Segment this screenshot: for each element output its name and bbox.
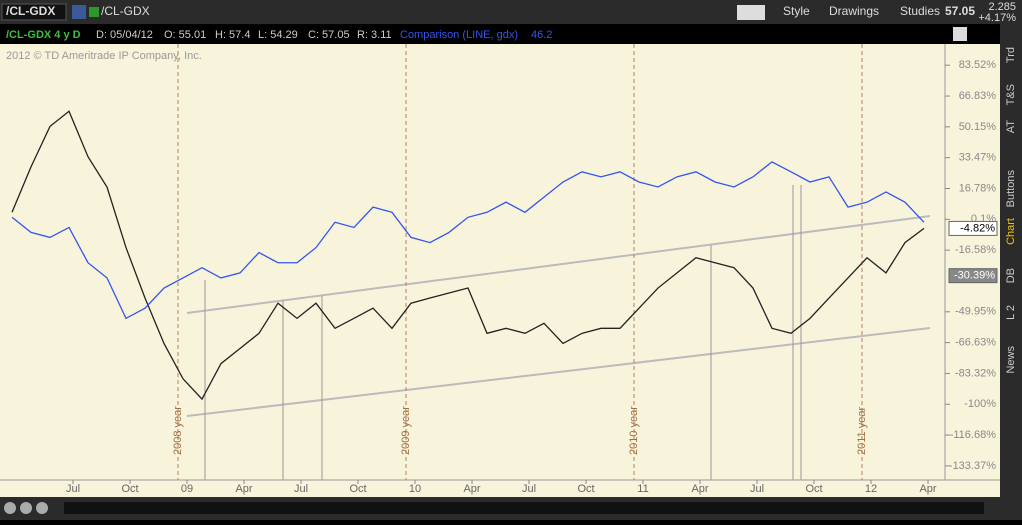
- plot-area: [0, 44, 1000, 497]
- info-date: D: 05/04/12: [96, 29, 153, 41]
- side-tab[interactable]: T&S: [1005, 84, 1017, 105]
- settings-icon[interactable]: [953, 27, 967, 41]
- year-marker-label: 2008 year: [172, 406, 184, 455]
- x-tick-label: 10: [409, 483, 421, 495]
- x-tick-label: Jul: [750, 483, 764, 495]
- style-button[interactable]: Style: [783, 4, 810, 18]
- series-line: [11, 110, 925, 401]
- d-button[interactable]: [737, 5, 765, 20]
- price-bubble-label: -30.39%: [954, 270, 995, 282]
- scroll-track[interactable]: [64, 502, 984, 514]
- info-comparison: Comparison (LINE, gdx): [400, 29, 518, 41]
- side-tab[interactable]: Trd: [1005, 47, 1017, 63]
- symbol-box[interactable]: [1, 3, 67, 21]
- side-tab[interactable]: Buttons: [1005, 170, 1017, 208]
- info-low: L: 54.29: [258, 29, 298, 41]
- copyright: 2012 © TD Ameritrade IP Company, Inc.: [6, 50, 202, 62]
- zoom-out[interactable]: [20, 502, 32, 514]
- link-icon: [89, 7, 99, 17]
- y-tick-label: -16.58%: [955, 244, 996, 256]
- y-tick-label: -49.95%: [955, 306, 996, 318]
- trend-line: [186, 327, 931, 417]
- x-tick-label: Oct: [121, 483, 138, 495]
- drawings-button[interactable]: Drawings: [829, 4, 879, 18]
- zoom-in[interactable]: [4, 502, 16, 514]
- side-tab[interactable]: Chart: [1005, 218, 1017, 245]
- year-marker-label: 2011 year: [856, 407, 868, 455]
- y-tick-label: -66.63%: [955, 337, 996, 349]
- vertical-drawings: [204, 185, 802, 480]
- last-price: 57.05: [945, 4, 975, 18]
- change: 2.285: [988, 1, 1016, 13]
- price-bubble: [948, 268, 998, 284]
- y-tick-label: 33.47%: [959, 152, 997, 164]
- info-range: R: 3.11: [357, 29, 392, 41]
- y-tick-label: -83.32%: [955, 367, 996, 379]
- side-tabs: Trd T&S AT Buttons Chart DB L 2 News: [1005, 47, 1017, 374]
- price-bubble-label: -4.82%: [960, 222, 995, 234]
- x-tick-label: Apr: [235, 483, 252, 495]
- x-tick-label: Apr: [919, 483, 936, 495]
- y-tick-label: -116.68%: [950, 429, 996, 441]
- x-tick-label: Jul: [522, 483, 536, 495]
- price-bubble: [948, 220, 998, 236]
- side-tab[interactable]: DB: [1005, 268, 1017, 283]
- zoom-fit[interactable]: [36, 502, 48, 514]
- side-tab[interactable]: L 2: [1005, 305, 1017, 320]
- x-tick-label: 09: [181, 483, 193, 495]
- x-tick-label: Oct: [577, 483, 594, 495]
- side-tab[interactable]: News: [1005, 346, 1017, 374]
- trend-line: [186, 215, 931, 314]
- year-marker-label: 2009 year: [400, 406, 412, 455]
- info-close: C: 57.05: [308, 29, 350, 41]
- x-tick-label: 12: [865, 483, 877, 495]
- y-tick-label: -100%: [964, 398, 996, 410]
- y-tick-label: 50.15%: [959, 121, 997, 133]
- x-tick-label: Apr: [463, 483, 480, 495]
- x-tick-label: Oct: [349, 483, 366, 495]
- symbol-display: /CL-GDX: [101, 4, 150, 18]
- y-tick-label: 66.83%: [959, 90, 997, 102]
- info-open: O: 55.01: [164, 29, 206, 41]
- toolbar: [0, 0, 1022, 24]
- studies-button[interactable]: Studies: [900, 4, 940, 18]
- x-tick-label: Jul: [294, 483, 308, 495]
- x-tick-label: Apr: [691, 483, 708, 495]
- x-tick-label: Jul: [66, 483, 80, 495]
- side-panel: [1000, 24, 1022, 497]
- y-tick-label: 16.78%: [959, 182, 997, 194]
- x-tick-label: 11: [637, 483, 648, 495]
- dropdown[interactable]: [72, 5, 86, 19]
- series-line: [11, 161, 925, 320]
- x-tick-label: Oct: [805, 483, 822, 495]
- y-tick-label: 83.52%: [959, 59, 997, 71]
- d-label: D: [747, 4, 756, 18]
- symbol: /CL-GDX: [6, 4, 55, 18]
- year-marker-label: 2010 year: [628, 406, 640, 455]
- side-tab[interactable]: AT: [1005, 120, 1017, 134]
- info-bar: [0, 24, 1000, 44]
- info-symbol: /CL-GDX 4 y D: [6, 29, 81, 41]
- info-comparison-value: 46.2: [531, 29, 552, 41]
- change-pct: +4.17%: [978, 12, 1016, 24]
- info-high: H: 57.4: [215, 29, 250, 41]
- y-tick-label: -133.37%: [949, 460, 996, 472]
